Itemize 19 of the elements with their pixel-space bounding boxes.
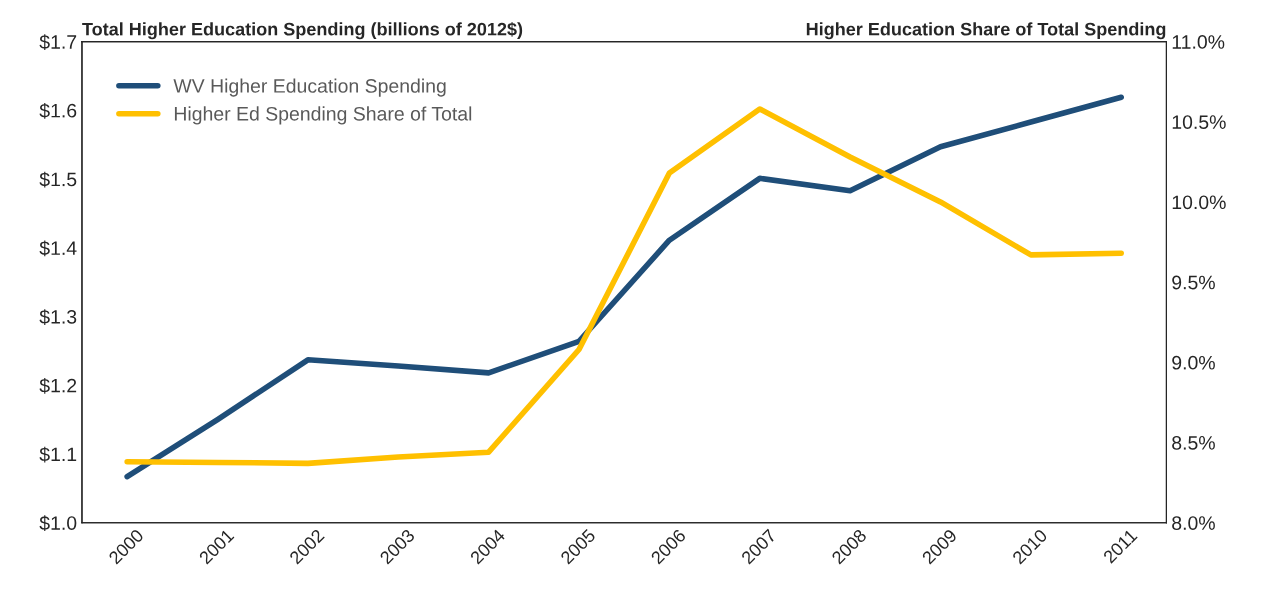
y2-tick-label: 8.5% [1172,436,1215,450]
y-tick-label: $1.4 [39,240,77,257]
y2-tick-label: 10.0% [1172,195,1226,210]
y2-tick-label: 10.5% [1172,115,1226,130]
y-tick-label: $1.6 [39,102,77,119]
legend-label: Higher Ed Spending Share of Total [174,106,472,125]
y-tick-label: $1.0 [39,515,77,532]
y2-tick-label: 9.0% [1172,355,1215,370]
legend-label: WV Higher Education Spending [173,78,446,97]
y-tick-label: $1.1 [39,446,77,463]
y-tick-label: $1.3 [39,309,77,325]
y2-tick-label: 8.0% [1172,516,1215,530]
y2-tick-label: 11.0% [1172,35,1225,49]
y-tick-label: $1.7 [39,34,77,50]
y-tick-label: $1.5 [39,171,77,188]
y-axis-title: Total Higher Education Spending (billions of 2012$) [82,21,523,40]
y2-axis-title: Higher Education Share of Total Spending [806,22,1166,40]
y-tick-label: $1.2 [39,377,77,394]
y2-tick-label: 9.5% [1172,275,1215,290]
